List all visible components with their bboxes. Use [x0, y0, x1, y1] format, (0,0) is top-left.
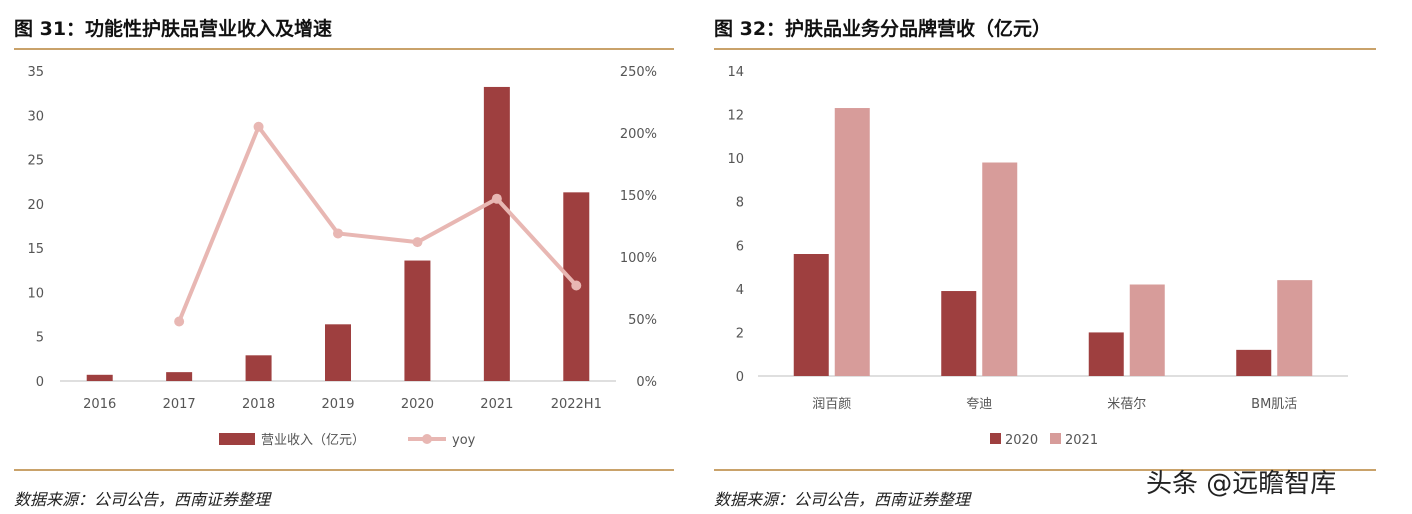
brand-bar-2020: [941, 291, 977, 376]
right-title-rule: [714, 48, 1376, 50]
left-y-tick-label: 35: [27, 65, 44, 80]
left-title-rule: [14, 48, 674, 50]
legend-swatch-revenue: [219, 433, 255, 445]
brand-y-tick-label: 6: [736, 239, 744, 254]
watermark: 头条 @远瞻智库: [1146, 469, 1337, 499]
legend-label-2020: 2020: [1005, 433, 1038, 448]
legend-swatch-2020: [990, 433, 1001, 444]
x-tick-label: 2018: [242, 397, 275, 412]
x-tick-label: 2019: [321, 397, 354, 412]
left-y-tick-label: 5: [36, 331, 44, 346]
brand-bar-2020: [793, 254, 829, 376]
brand-y-tick-label: 0: [736, 370, 744, 385]
legend-label-2021: 2021: [1065, 433, 1098, 448]
x-tick-label: 2020: [401, 397, 434, 412]
brand-bar-2020: [1236, 349, 1272, 376]
brand-y-tick-label: 10: [727, 152, 744, 167]
yoy-point: [174, 316, 185, 327]
revenue-bar: [325, 324, 351, 381]
brand-bar-2021: [1277, 280, 1313, 376]
left-y-tick-label: 20: [27, 198, 44, 213]
left-y-tick-label: 25: [27, 154, 44, 169]
yoy-line: [177, 124, 578, 323]
x-tick-label: 2017: [163, 397, 196, 412]
right-y-tick-label: 0%: [636, 375, 657, 390]
x-tick-label: 2022H1: [551, 397, 602, 412]
left-y-tick-label: 10: [27, 286, 44, 301]
brand-bar-2020: [1088, 332, 1124, 376]
yoy-point: [333, 228, 343, 239]
yoy-point: [253, 121, 264, 132]
left-source-rule: [14, 469, 674, 471]
right-y-tick-label: 250%: [620, 65, 657, 80]
brand-y-tick-label: 8: [736, 196, 744, 211]
right-y-tick-label: 50%: [628, 313, 657, 328]
revenue-bar: [483, 86, 510, 381]
brand-x-tick-label: 润百颜: [812, 396, 851, 412]
brand-bar-2021: [982, 162, 1018, 376]
brand-x-tick-label: BM肌活: [1251, 397, 1297, 412]
yoy-point: [571, 280, 582, 291]
brand-bar-2021: [834, 108, 870, 377]
revenue-bar: [86, 374, 113, 381]
right-y-tick-label: 100%: [620, 251, 657, 266]
legend-label-revenue: 营业收入（亿元）: [261, 433, 365, 448]
left-source-note: 数据来源：公司公告，西南证券整理: [14, 490, 271, 509]
revenue-bar: [166, 372, 193, 381]
right-source-note: 数据来源：公司公告，西南证券整理: [714, 490, 971, 509]
brand-y-tick-label: 4: [736, 283, 744, 298]
right-source-rule: [714, 469, 1376, 471]
left-figure-title: 图 31：功能性护肤品营业收入及增速: [14, 18, 333, 40]
x-tick-label: 2016: [83, 397, 116, 412]
left-y-tick-label: 30: [27, 109, 44, 124]
legend-marker-yoy: [422, 434, 432, 444]
right-figure-title: 图 32：护肤品业务分品牌营收（亿元）: [714, 18, 1052, 40]
legend-swatch-2021: [1050, 433, 1061, 444]
brand-y-tick-label: 2: [736, 326, 744, 341]
brand-y-tick-label: 14: [727, 65, 744, 80]
right-y-tick-label: 150%: [620, 189, 657, 204]
x-tick-label: 2021: [480, 397, 513, 412]
legend-label-yoy: yoy: [452, 433, 476, 448]
left-y-tick-label: 0: [36, 375, 44, 390]
yoy-point: [491, 193, 502, 204]
right-y-tick-label: 200%: [620, 127, 657, 142]
left-y-tick-label: 15: [27, 242, 44, 257]
revenue-bar: [245, 355, 272, 381]
yoy-point: [412, 237, 423, 248]
brand-bar-2021: [1129, 284, 1165, 376]
brand-y-tick-label: 12: [727, 109, 744, 124]
brand-x-tick-label: 夸迪: [966, 397, 992, 412]
revenue-bar: [404, 260, 431, 381]
brand-x-tick-label: 米蓓尔: [1107, 397, 1146, 412]
